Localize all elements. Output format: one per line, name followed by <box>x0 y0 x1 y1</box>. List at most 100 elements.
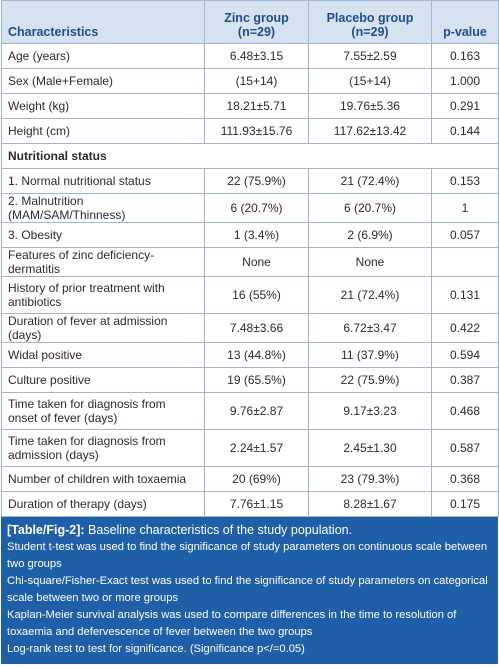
caption-note: Kaplan-Meier survival analysis was used … <box>7 609 457 638</box>
zinc-value-cell: 18.21±5.71 <box>204 93 309 119</box>
placebo-value-cell: 2 (6.9%) <box>308 222 432 248</box>
row-label-cell: Number of children with toxaemia <box>1 466 205 492</box>
p-value-cell: 0.144 <box>431 118 499 144</box>
zinc-value-cell: 16 (55%) <box>204 276 309 314</box>
row-label-cell: 3. Obesity <box>1 222 205 248</box>
zinc-value-cell: 20 (69%) <box>204 466 309 492</box>
p-value-cell: 0.587 <box>431 429 499 467</box>
table-header-row: Characteristics Zinc group (n=29) Placeb… <box>1 0 499 44</box>
p-value-cell: 1.000 <box>431 68 499 94</box>
zinc-value-cell: 6 (20.7%) <box>204 193 309 223</box>
table-row: 1. Normal nutritional status 22 (75.9%) 21… <box>1 168 499 194</box>
table-row: Sex (Male+Female) (15+14) (15+14) 1.000 <box>1 68 499 94</box>
caption-note: Chi-square/Fisher-Exact test was used to… <box>7 575 488 604</box>
placebo-value-cell: 23 (79.3%) <box>308 466 432 492</box>
table-caption: [Table/Fig-2]: Baseline characteristics … <box>1 517 498 664</box>
header-zinc-group: Zinc group (n=29) <box>204 0 309 44</box>
placebo-value-cell: 19.76±5.36 <box>308 93 432 119</box>
caption-note: Student t-test was used to find the sign… <box>7 541 488 570</box>
zinc-value-cell: 22 (75.9%) <box>204 168 309 194</box>
row-label-cell: Duration of therapy (days) <box>1 491 205 517</box>
header-zinc-line1: Zinc group <box>224 11 289 25</box>
placebo-value-cell: 9.17±3.23 <box>308 392 432 430</box>
header-placebo-line2: (n=29) <box>351 25 389 39</box>
baseline-table: Characteristics Zinc group (n=29) Placeb… <box>1 0 499 517</box>
p-value-cell: 0.057 <box>431 222 499 248</box>
p-value-cell: 0.422 <box>431 313 499 343</box>
zinc-value-cell: 1 (3.4%) <box>204 222 309 248</box>
row-label-cell: Time taken for diagnosis from onset of f… <box>1 392 205 430</box>
zinc-value-cell: 111.93±15.76 <box>204 118 309 144</box>
table-row: 3. Obesity 1 (3.4%) 2 (6.9%) 0.057 <box>1 222 499 248</box>
row-label-cell: Height (cm) <box>1 118 205 144</box>
zinc-value-cell: 13 (44.8%) <box>204 342 309 368</box>
row-label-cell: 1. Normal nutritional status <box>1 168 205 194</box>
placebo-value-cell: 21 (72.4%) <box>308 276 432 314</box>
placebo-value-cell: 6.72±3.47 <box>308 313 432 343</box>
table-row: Height (cm) 111.93±15.76 117.62±13.42 0.144 <box>1 118 499 144</box>
row-label-cell: 2. Malnutrition (MAM/SAM/Thinness) <box>1 193 205 223</box>
caption-title: Baseline characteristics of the study po… <box>88 523 353 537</box>
header-p-value: p-value <box>431 0 499 44</box>
table-row: Number of children with toxaemia 20 (69%)… <box>1 466 499 492</box>
p-value-cell: 0.387 <box>431 367 499 393</box>
zinc-value-cell: None <box>204 247 309 277</box>
p-value-cell: 0.291 <box>431 93 499 119</box>
caption-label: [Table/Fig-2]: <box>7 523 85 537</box>
section-row-nutritional-status: Nutritional status <box>1 143 499 169</box>
section-label: Nutritional status <box>1 143 499 169</box>
table-row: Duration of therapy (days) 7.76±1.15 8.28±… <box>1 491 499 517</box>
placebo-value-cell: 7.55±2.59 <box>308 43 432 69</box>
table-row: Widal positive 13 (44.8%) 11 (37.9%) 0.594 <box>1 342 499 368</box>
caption-note: Log-rank test to test for significance. … <box>7 643 305 655</box>
p-value-cell: 0.468 <box>431 392 499 430</box>
zinc-value-cell: 6.48±3.15 <box>204 43 309 69</box>
caption-title-line: [Table/Fig-2]: Baseline characteristics … <box>7 522 492 539</box>
zinc-value-cell: 7.48±3.66 <box>204 313 309 343</box>
p-value-cell: 0.153 <box>431 168 499 194</box>
table-row: 2. Malnutrition (MAM/SAM/Thinness) 6 (20.… <box>1 193 499 223</box>
header-placebo-line1: Placebo group <box>326 11 414 25</box>
p-value-cell: 0.131 <box>431 276 499 314</box>
p-value-cell: 0.594 <box>431 342 499 368</box>
p-value-cell <box>431 247 499 277</box>
table-row: Time taken for diagnosis from admission … <box>1 429 499 467</box>
header-zinc-line2: (n=29) <box>237 25 276 39</box>
row-label-cell: Time taken for diagnosis from admission … <box>1 429 205 467</box>
row-label-cell: History of prior treatment with antibiot… <box>1 276 205 314</box>
table-row: Duration of fever at admission (days) 7.4… <box>1 313 499 343</box>
header-characteristics: Characteristics <box>1 0 205 44</box>
table-row: Weight (kg) 18.21±5.71 19.76±5.36 0.291 <box>1 93 499 119</box>
row-label-cell: Culture positive <box>1 367 205 393</box>
row-label-cell: Features of zinc deficiency- dermatitis <box>1 247 205 277</box>
table-row: Time taken for diagnosis from onset of f… <box>1 392 499 430</box>
placebo-value-cell: 22 (75.9%) <box>308 367 432 393</box>
row-label-cell: Sex (Male+Female) <box>1 68 205 94</box>
placebo-value-cell: 2.45±1.30 <box>308 429 432 467</box>
table-row: History of prior treatment with antibiot… <box>1 276 499 314</box>
placebo-value-cell: 8.28±1.67 <box>308 491 432 517</box>
placebo-value-cell: 6 (20.7%) <box>308 193 432 223</box>
placebo-value-cell: 21 (72.4%) <box>308 168 432 194</box>
zinc-value-cell: (15+14) <box>204 68 309 94</box>
placebo-value-cell: (15+14) <box>308 68 432 94</box>
zinc-value-cell: 7.76±1.15 <box>204 491 309 517</box>
p-value-cell: 0.175 <box>431 491 499 517</box>
zinc-value-cell: 9.76±2.87 <box>204 392 309 430</box>
row-label-cell: Widal positive <box>1 342 205 368</box>
row-label-cell: Weight (kg) <box>1 93 205 119</box>
table-row: Features of zinc deficiency- dermatitis N… <box>1 247 499 277</box>
placebo-value-cell: 11 (37.9%) <box>308 342 432 368</box>
table-row: Age (years) 6.48±3.15 7.55±2.59 0.163 <box>1 43 499 69</box>
header-placebo-group: Placebo group (n=29) <box>308 0 432 44</box>
p-value-cell: 1 <box>431 193 499 223</box>
row-label-cell: Duration of fever at admission (days) <box>1 313 205 343</box>
p-value-cell: 0.163 <box>431 43 499 69</box>
table-row: Culture positive 19 (65.5%) 22 (75.9%) 0.38… <box>1 367 499 393</box>
placebo-value-cell: None <box>308 247 432 277</box>
zinc-value-cell: 19 (65.5%) <box>204 367 309 393</box>
placebo-value-cell: 117.62±13.42 <box>308 118 432 144</box>
p-value-cell: 0.368 <box>431 466 499 492</box>
zinc-value-cell: 2.24±1.57 <box>204 429 309 467</box>
